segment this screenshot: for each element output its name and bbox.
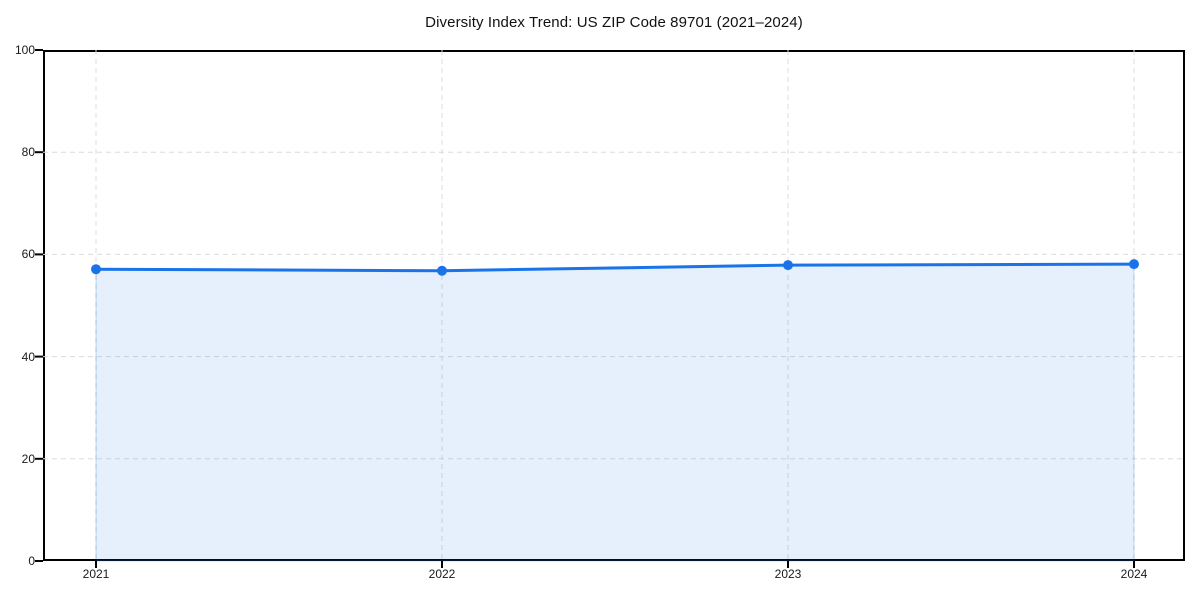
data-point-marker [1129,259,1139,270]
data-point-marker [437,265,447,276]
y-tick-label: 0 [28,554,35,568]
y-tick-label: 20 [21,451,35,466]
data-point-marker [91,264,101,275]
x-tick-label: 2023 [774,567,802,581]
x-tick-label: 2024 [1120,567,1148,581]
y-tick-label: 60 [21,247,35,262]
y-tick-label: 80 [21,145,35,160]
line-area-chart [35,49,1185,568]
y-tick-label: 100 [14,43,35,57]
area-fill [95,263,1135,562]
x-tick-label: 2021 [82,567,110,581]
chart-title: Diversity Index Trend: US ZIP Code 89701… [425,14,803,31]
trend-line [94,262,1136,273]
plot-area [35,49,1185,568]
x-tick-label: 2022 [428,567,456,581]
y-tick-label: 40 [21,349,35,364]
data-point-marker [783,260,793,271]
